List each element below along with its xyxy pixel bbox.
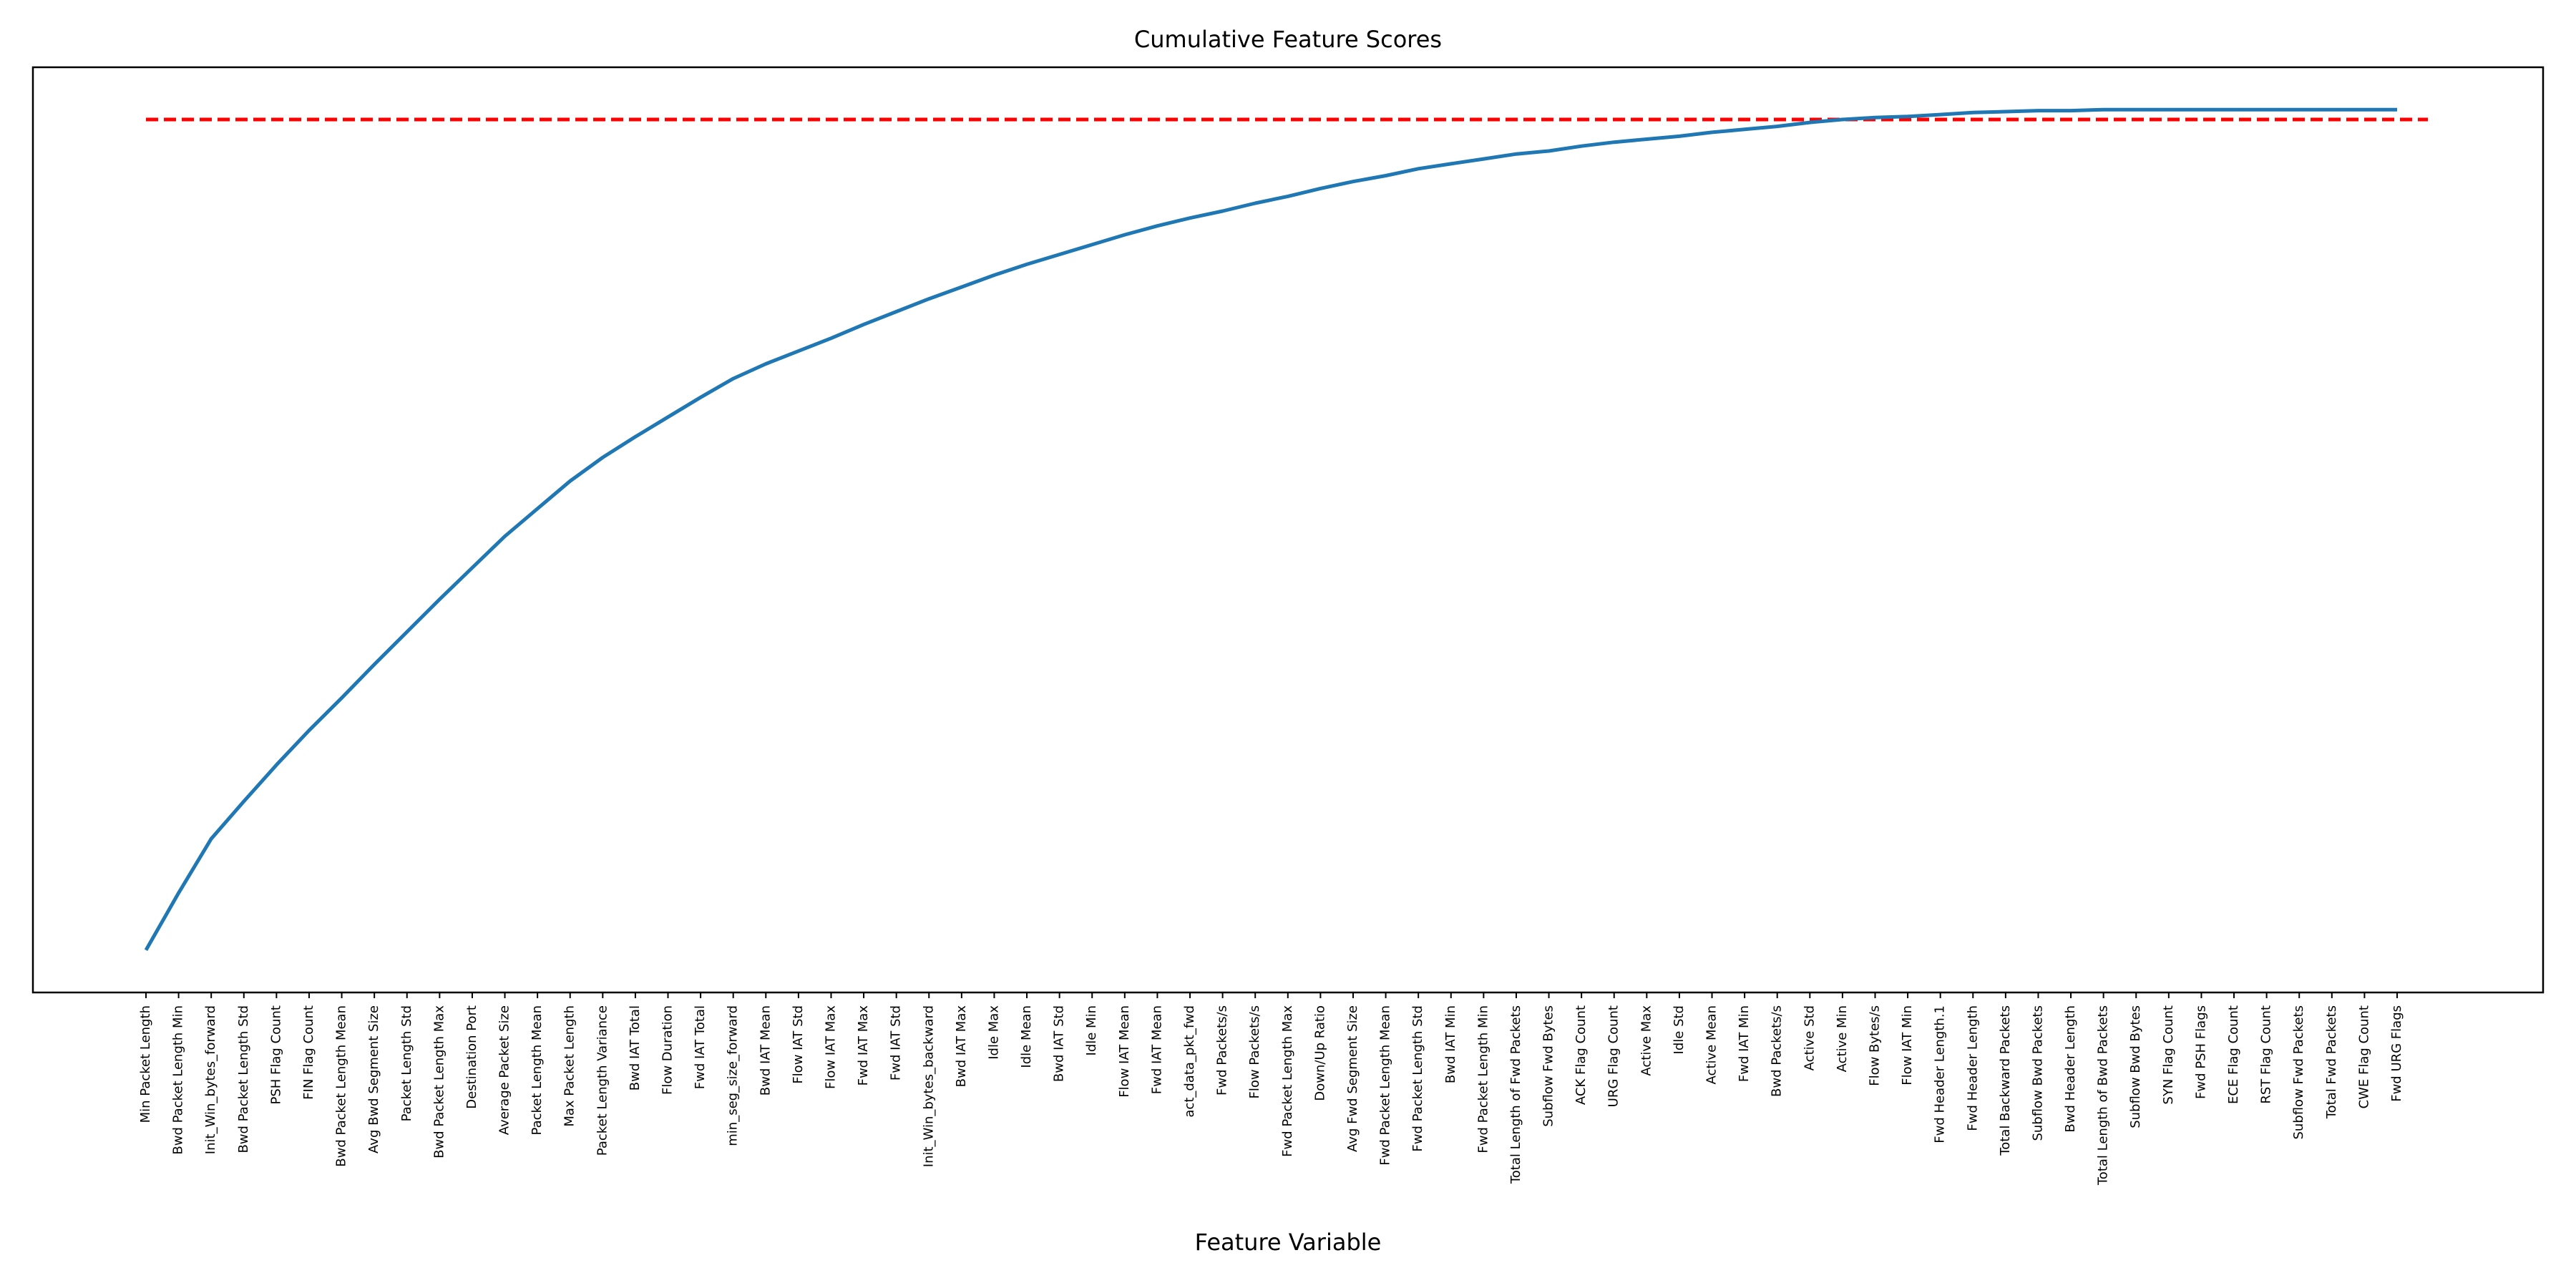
- x-tick-label: Fwd IAT Min: [1737, 1005, 1752, 1082]
- x-tick-label: Min Packet Length: [138, 1005, 153, 1123]
- x-tick-label: Active Std: [1802, 1005, 1817, 1070]
- x-tick-label: Bwd IAT Mean: [758, 1005, 773, 1096]
- x-tick-label: Packet Length Std: [399, 1005, 414, 1121]
- x-tick-label: RST Flag Count: [2259, 1005, 2274, 1104]
- x-tick-label: Bwd Header Length: [2063, 1005, 2078, 1133]
- x-tick-label: Total Fwd Packets: [2324, 1005, 2339, 1119]
- x-tick-label: PSH Flag Count: [268, 1005, 283, 1105]
- x-tick-label: Idle Std: [1672, 1005, 1687, 1054]
- x-tick-label: Active Min: [1835, 1005, 1850, 1072]
- x-tick-label: ACK Flag Count: [1574, 1005, 1589, 1105]
- x-tick-label: Active Max: [1639, 1005, 1654, 1076]
- x-tick-label: Max Packet Length: [562, 1005, 577, 1127]
- x-tick-label: Packet Length Mean: [530, 1005, 545, 1135]
- x-tick-label: Packet Length Variance: [595, 1005, 610, 1156]
- x-tick-label: Fwd Packet Length Min: [1475, 1005, 1491, 1153]
- x-tick-label: Fwd Packet Length Mean: [1378, 1005, 1393, 1166]
- x-tick-label: Bwd IAT Max: [954, 1005, 969, 1088]
- x-tick-label: Flow Duration: [660, 1005, 675, 1095]
- x-tick-label: Avg Bwd Segment Size: [366, 1005, 381, 1153]
- x-tick-label: Flow Bytes/s: [1867, 1005, 1882, 1086]
- x-tick-label: Active Mean: [1704, 1005, 1719, 1084]
- x-tick-label: Subflow Fwd Bytes: [1541, 1005, 1556, 1127]
- x-tick-label: URG Flag Count: [1606, 1005, 1621, 1107]
- x-tick-label: Flow IAT Min: [1900, 1005, 1915, 1085]
- x-tick-label: SYN Flag Count: [2161, 1005, 2176, 1105]
- plot-frame: [31, 66, 2545, 994]
- x-tick-label: Subflow Bwd Bytes: [2128, 1005, 2143, 1128]
- x-tick-label: FIN Flag Count: [301, 1005, 316, 1100]
- x-tick-label: Fwd Header Length: [1965, 1005, 1980, 1131]
- x-tick-label: Bwd IAT Std: [1052, 1005, 1067, 1082]
- x-tick-label: Fwd IAT Mean: [1149, 1005, 1164, 1094]
- x-tick-label: Idle Min: [1084, 1005, 1099, 1055]
- x-tick-label: Bwd IAT Total: [628, 1005, 643, 1091]
- x-tick-label: Total Length of Bwd Packets: [2096, 1005, 2111, 1186]
- x-tick-label: min_seg_size_forward: [726, 1005, 741, 1146]
- x-tick-label: Average Packet Size: [497, 1005, 512, 1135]
- x-tick-label: Destination Port: [464, 1005, 479, 1109]
- x-tick-label: ECE Flag Count: [2226, 1005, 2241, 1104]
- chart-title: Cumulative Feature Scores: [1134, 26, 1442, 53]
- x-tick-label: Total Length of Fwd Packets: [1508, 1005, 1523, 1184]
- x-tick-label: Bwd Packets/s: [1770, 1005, 1785, 1097]
- x-tick-label: Down/Up Ratio: [1312, 1005, 1327, 1101]
- x-axis-label: Feature Variable: [1195, 1229, 1382, 1256]
- x-tick-label: Fwd URG Flags: [2389, 1005, 2404, 1102]
- x-tick-label: Idle Max: [986, 1005, 1001, 1060]
- x-tick-label: Fwd Header Length.1: [1933, 1005, 1948, 1143]
- x-tick-label: Total Backward Packets: [1998, 1005, 2013, 1156]
- x-tick-label: CWE Flag Count: [2356, 1005, 2371, 1108]
- x-tick-label: Flow IAT Mean: [1117, 1005, 1132, 1098]
- x-tick-label: Idle Mean: [1019, 1005, 1034, 1068]
- x-tick-label: Bwd Packet Length Mean: [334, 1005, 349, 1167]
- x-tick-label: Fwd Packets/s: [1215, 1005, 1230, 1096]
- x-tick-label: Fwd Packet Length Std: [1410, 1005, 1425, 1152]
- x-tick-label: Bwd Packet Length Min: [171, 1005, 186, 1155]
- x-tick-label: Avg Fwd Segment Size: [1345, 1005, 1360, 1152]
- x-tick-label: Fwd IAT Total: [693, 1005, 708, 1089]
- x-tick-label: Flow Packets/s: [1247, 1005, 1262, 1099]
- x-tick-label: Subflow Bwd Packets: [2030, 1005, 2045, 1141]
- x-tick-label: Fwd PSH Flags: [2193, 1005, 2208, 1099]
- x-tick-label: Fwd IAT Max: [856, 1005, 871, 1086]
- x-tick-label: Flow IAT Std: [791, 1005, 806, 1084]
- x-tick-label: Fwd IAT Std: [889, 1005, 904, 1080]
- x-tick-label: Init_Win_bytes_backward: [921, 1005, 936, 1167]
- x-tick-label: Flow IAT Max: [823, 1005, 838, 1089]
- x-tick-label: act_data_pkt_fwd: [1182, 1005, 1197, 1118]
- x-tick-label: Subflow Fwd Packets: [2291, 1005, 2306, 1140]
- line: [144, 107, 2397, 952]
- x-tick-label: Bwd IAT Min: [1443, 1005, 1458, 1083]
- x-tick-label: Bwd Packet Length Max: [431, 1005, 447, 1158]
- x-tick-label: Init_Win_bytes_forward: [203, 1005, 218, 1154]
- x-tick-label: Bwd Packet Length Std: [236, 1005, 251, 1153]
- x-tick-label: Fwd Packet Length Max: [1280, 1005, 1295, 1157]
